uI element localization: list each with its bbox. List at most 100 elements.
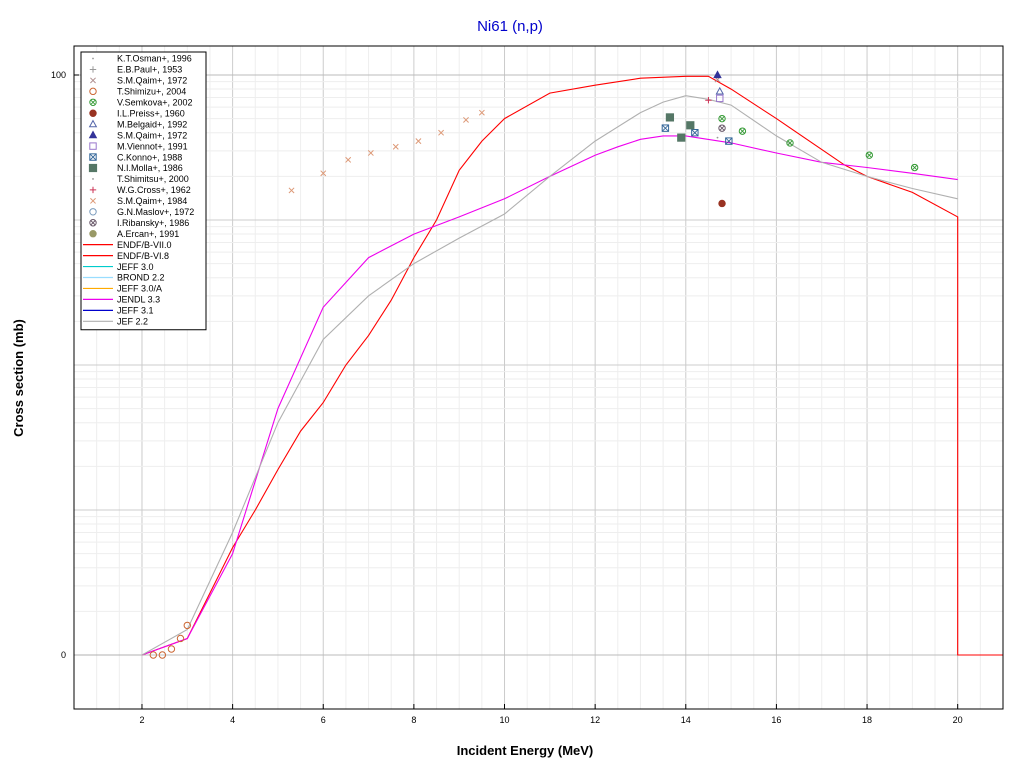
data-point: [716, 136, 719, 139]
legend-item: M.Belgaid+, 1992: [88, 119, 187, 129]
legend-marker: [89, 87, 97, 96]
points-layer: [149, 70, 919, 659]
data-point: [718, 124, 726, 132]
legend-item: T.Shimitsu+, 2000: [92, 174, 189, 184]
data-point: [738, 127, 747, 135]
legend-item: V.Semkova+, 2002: [89, 98, 192, 108]
legend-item: ENDF/B-VII.0: [83, 240, 172, 250]
legend-item: JEFF 3.1: [83, 306, 154, 316]
data-point: [176, 634, 185, 643]
legend-item: JEF 2.2: [83, 317, 148, 327]
data-point: [705, 97, 712, 104]
legend-label: A.Ercan+, 1991: [117, 229, 179, 239]
legend-label: E.B.Paul+, 1953: [117, 65, 182, 75]
legend-label: T.Shimitsu+, 2000: [117, 174, 189, 184]
data-point: [149, 651, 158, 659]
legend-label: ENDF/B-VI.8: [117, 251, 169, 261]
legend-label: N.I.Molla+, 1986: [117, 163, 183, 173]
data-point: [345, 156, 352, 163]
legend-marker: [89, 66, 97, 73]
x-axis-label: Incident Energy (MeV): [457, 743, 594, 758]
legend-item: W.G.Cross+, 1962: [89, 185, 191, 195]
legend-marker: [89, 98, 97, 107]
data-point: [661, 124, 670, 132]
legend-label: S.M.Qaim+, 1972: [117, 76, 187, 86]
data-point: [716, 94, 724, 103]
x-tick-label: 4: [230, 715, 235, 725]
legend-label: S.M.Qaim+, 1984: [117, 196, 187, 206]
series-layer: [74, 75, 1003, 656]
legend-marker: [88, 119, 98, 128]
x-tick-label: 12: [590, 715, 600, 725]
legend-label: I.L.Preiss+, 1960: [117, 108, 185, 118]
y-tick-label: 0: [61, 650, 66, 660]
legend-label: T.Shimizu+, 2004: [117, 87, 186, 97]
legend-item: ENDF/B-VI.8: [83, 251, 169, 261]
data-point: [715, 86, 725, 95]
legend-marker: [89, 153, 97, 161]
legend-item: BROND 2.2: [83, 273, 165, 283]
data-point: [478, 109, 485, 116]
legend-label: JENDL 3.3: [117, 295, 160, 305]
legend-marker: [89, 230, 97, 238]
y-axis-label: Cross section (mb): [11, 319, 26, 437]
legend-item: A.Ercan+, 1991: [89, 229, 179, 239]
legend-marker: [88, 163, 98, 173]
legend-item: M.Viennot+, 1991: [89, 141, 188, 151]
legend-marker: [89, 142, 97, 150]
legend-label: JEFF 3.0/A: [117, 284, 162, 294]
legend-label: K.T.Osman+, 1996: [117, 54, 192, 64]
data-point: [167, 645, 176, 653]
legend-marker: [90, 77, 96, 84]
data-point: [183, 621, 191, 630]
legend-item: S.M.Qaim+, 1972: [90, 76, 187, 86]
data-point: [786, 139, 794, 147]
legend-marker: [89, 109, 97, 117]
data-point: [415, 138, 422, 145]
data-point: [288, 187, 295, 194]
data-point: [713, 70, 722, 79]
legend-item: S.M.Qaim+, 1984: [90, 196, 187, 206]
data-point: [665, 113, 675, 122]
plot-frame: [73, 45, 1004, 710]
legend-label: BROND 2.2: [117, 273, 165, 283]
x-tick-label: 18: [862, 715, 872, 725]
legend-label: I.Ribansky+, 1986: [117, 218, 189, 228]
x-tick-label: 10: [500, 715, 510, 725]
data-point: [392, 143, 399, 150]
legend-label: G.N.Maslov+, 1972: [117, 207, 194, 217]
legend-item: JEFF 3.0: [83, 262, 154, 272]
tick-layer: 2 4 6 8 10 12 14 16 18 20 100 0: [51, 70, 963, 725]
legend-box: [80, 51, 207, 331]
legend-item: C.Konno+, 1988: [89, 152, 182, 162]
data-point: [691, 129, 699, 137]
x-tick-label: 8: [411, 715, 416, 725]
legend-item: E.B.Paul+, 1953: [89, 65, 182, 75]
data-point: [677, 133, 686, 142]
data-point: [865, 151, 874, 159]
legend-label: ENDF/B-VII.0: [117, 240, 172, 250]
legend-item: I.L.Preiss+, 1960: [89, 108, 185, 118]
legend-item: G.N.Maslov+, 1972: [89, 207, 194, 217]
legend-label: M.Viennot+, 1991: [117, 141, 188, 151]
x-tick-label: 16: [771, 715, 781, 725]
data-point: [463, 116, 469, 123]
data-point: [438, 129, 445, 136]
legend-marker: [92, 178, 94, 180]
legend-item: K.T.Osman+, 1996: [92, 54, 192, 64]
grid-layer: [74, 46, 1003, 709]
x-tick-label: 20: [953, 715, 963, 725]
legend-item: T.Shimizu+, 2004: [89, 87, 186, 97]
x-tick-label: 14: [681, 715, 691, 725]
series-line: [74, 75, 1003, 656]
legend-label: JEF 2.2: [117, 317, 148, 327]
x-tick-label: 2: [139, 715, 144, 725]
data-point: [320, 170, 327, 177]
x-tick-label: 6: [321, 715, 326, 725]
legend-marker: [89, 219, 97, 227]
chart-title: Ni61 (n,p): [477, 18, 543, 35]
legend-marker: [90, 197, 96, 204]
